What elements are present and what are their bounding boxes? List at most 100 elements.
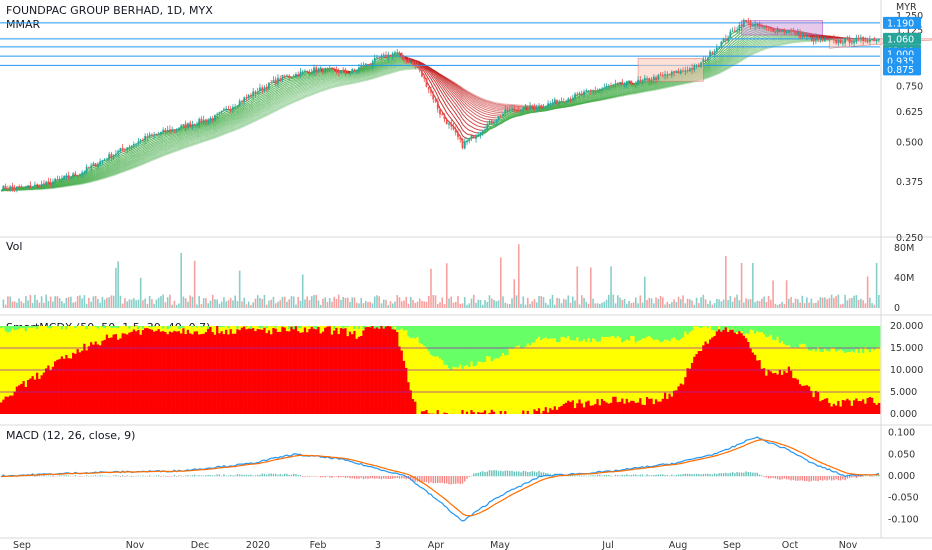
ribbon-segment [570,102,573,105]
ribbon-segment [273,89,276,91]
ribbon-segment [644,82,648,84]
ribbon-segment [300,84,303,87]
ribbon-segment [158,143,162,146]
ribbon-segment [437,77,441,82]
ribbon-segment [221,115,225,118]
ribbon-segment [115,157,119,161]
ribbon-segment [286,85,290,88]
ribbon-segment [277,84,281,87]
ribbon-segment [235,116,238,119]
ribbon-segment [113,162,117,165]
ribbon-segment [104,162,108,165]
ribbon-segment [167,142,171,145]
ribbon-segment [716,59,720,62]
ribbon-segment [88,172,92,175]
ribbon-segment [316,81,319,84]
ribbon-segment [176,133,180,136]
ribbon-segment [289,81,292,83]
ribbon-segment [595,94,598,96]
ribbon-segment [613,87,616,90]
ribbon-segment [446,92,450,96]
ribbon-segment [437,95,441,102]
ribbon-segment [720,53,724,57]
ribbon-segment [120,155,123,158]
ribbon-segment [489,112,492,114]
ribbon-segment [257,101,261,104]
ribbon-segment [729,47,733,50]
ribbon-segment [430,82,434,88]
ribbon-segment [577,101,580,104]
ribbon-segment [187,130,191,133]
ribbon-segment [180,137,184,140]
ribbon-segment [286,91,290,94]
ribbon-segment [273,85,276,88]
ribbon-segment [201,132,204,135]
ribbon-segment [316,79,319,81]
ribbon-segment [329,75,333,77]
ribbon-segment [174,142,177,145]
ribbon-segment [439,78,443,82]
ribbon-segment [160,138,164,141]
ribbon-segment [496,123,499,126]
ribbon-segment [617,87,621,90]
ribbon-segment [712,59,715,62]
indicator-label: MMAR [6,18,41,31]
ribbon-segment [214,121,218,124]
ribbon-segment [111,165,114,168]
ribbon-segment [475,128,479,131]
ribbon-segment [478,125,481,128]
ribbon-segment [196,129,200,132]
ribbon-segment [311,84,315,87]
ribbon-segment [579,99,582,101]
ribbon-segment [221,119,225,122]
ribbon-segment [309,80,312,82]
ribbon-segment [228,120,231,122]
ribbon-segment [642,82,645,84]
ribbon-segment [455,118,459,123]
ribbon-segment [304,82,308,85]
ribbon-segment [453,115,457,120]
ribbon-segment [248,103,252,106]
ribbon-segment [131,152,135,155]
ribbon-segment [327,74,330,77]
ribbon-segment [378,61,382,64]
ribbon-segment [304,77,308,79]
ribbon-segment [219,115,222,118]
ribbon-segment [482,114,486,117]
ribbon-segment [228,119,231,121]
ribbon-segment [176,139,180,142]
ribbon-segment [291,91,294,93]
ribbon-segment [169,142,173,144]
ribbon-segment [736,33,740,37]
ribbon-segment [86,172,90,175]
ribbon-segment [473,109,477,113]
ribbon-segment [176,138,180,141]
ribbon-segment [318,71,321,73]
ribbon-segment [572,99,576,102]
ribbon-segment [104,168,108,171]
ribbon-segment [282,93,285,96]
ribbon-segment [113,163,117,166]
ribbon-segment [268,91,272,94]
ribbon-segment [129,152,132,155]
ribbon-segment [174,132,177,135]
ribbon-segment [149,146,153,149]
ribbon-segment [441,83,445,87]
ribbon-segment [163,147,166,149]
ribbon-segment [300,77,303,80]
ribbon-segment [430,71,434,75]
ribbon-segment [446,86,450,90]
ribbon-segment [714,61,718,65]
ribbon-segment [113,164,117,167]
ribbon-segment [586,96,589,99]
ribbon-segment [439,80,443,84]
ribbon-segment [435,85,439,91]
ribbon-segment [397,57,400,59]
ribbon-segment [374,65,378,68]
ribbon-segment [750,36,754,39]
ribbon-segment [430,70,434,74]
ribbon-segment [450,118,454,123]
ribbon-segment [714,57,718,60]
ribbon-segment [376,59,380,62]
